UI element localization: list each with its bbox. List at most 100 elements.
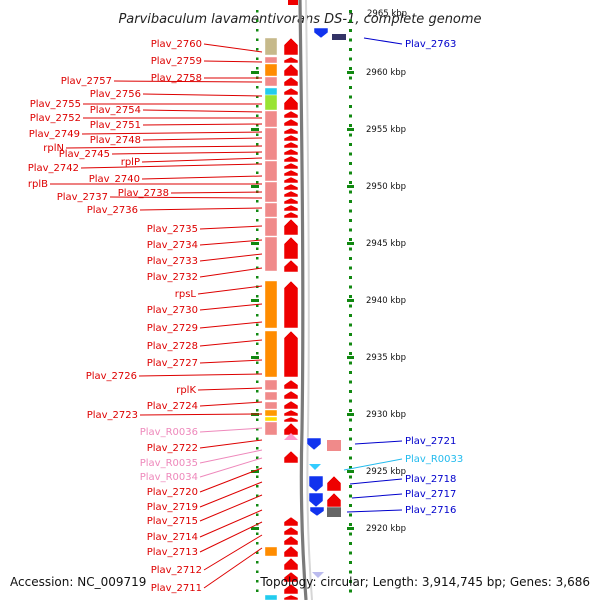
ruler-tick-label: 2950 kbp (366, 182, 406, 192)
ruler-dot (349, 314, 352, 317)
ruler-dot (349, 276, 352, 279)
ruler-major-tick (347, 242, 354, 245)
label-leader-line (199, 449, 263, 464)
ruler-dot (349, 209, 352, 213)
gene-box (264, 56, 278, 64)
forward-gene-arrow (283, 390, 299, 400)
label-leader-line (199, 481, 263, 508)
inner-ruler-tick (251, 128, 259, 131)
gene-box (264, 37, 278, 56)
inner-ruler-dot (256, 266, 259, 269)
ruler-dot (349, 371, 352, 374)
gene-label-left: Plav_R0034 (140, 472, 198, 483)
gene-label-left: Plav_2755 (30, 99, 81, 110)
accession-text: Accession: NC_009719 (10, 575, 146, 589)
gene-label-left: Plav_2748 (90, 135, 141, 146)
gene-label-left: rplP (121, 157, 140, 168)
ruler-dot (349, 551, 352, 555)
gene-box (264, 63, 278, 77)
ruler-dot (349, 285, 352, 289)
label-leader-line (199, 521, 263, 553)
ruler-dot (349, 133, 352, 137)
ruler-dot (349, 532, 352, 536)
gene-label-left: Plav_2719 (147, 502, 198, 513)
forward-gene-arrow (283, 450, 299, 464)
gene-label-right: Plav_2718 (405, 474, 456, 485)
ruler-dot (349, 561, 352, 564)
gene-label-left: Plav_2715 (147, 516, 198, 527)
backbone-shadow (305, 0, 313, 600)
gene-box (264, 202, 278, 218)
ruler-top-label: 2965 kbp (367, 9, 407, 19)
forward-gene-arrow (283, 379, 299, 390)
inner-ruler-dot (256, 200, 259, 203)
gene-box (264, 594, 278, 600)
gene-label-left: Plav_2732 (147, 272, 198, 283)
rna-arrow (309, 464, 321, 470)
forward-gene-arrow (283, 516, 299, 527)
gene-box (264, 94, 278, 111)
inner-ruler-dot (256, 428, 259, 431)
ruler-dot (349, 105, 352, 108)
ruler-dot (349, 190, 352, 194)
forward-gene-arrow (283, 56, 299, 64)
ruler-dot (349, 513, 352, 517)
inner-ruler-dot (256, 247, 259, 250)
inner-ruler-tick (251, 527, 259, 530)
label-leader-line (142, 93, 263, 97)
inner-ruler-tick (251, 470, 259, 473)
ruler-dot (349, 86, 352, 89)
ruler-dot (349, 228, 352, 232)
gene-box (264, 409, 278, 417)
ruler-dot (349, 485, 352, 488)
label-leader-line (346, 509, 403, 513)
gene-label-left: Plav_R0035 (140, 458, 198, 469)
ruler-dot (349, 29, 352, 32)
ruler-dot (349, 570, 352, 574)
gene-box (264, 160, 278, 182)
forward-gene-arrow (283, 110, 299, 119)
label-leader-line (199, 321, 263, 329)
ruler-tick-label: 2955 kbp (366, 125, 406, 135)
label-leader-line (351, 493, 403, 499)
gene-box (264, 181, 278, 203)
inner-ruler-dot (256, 276, 259, 279)
inner-ruler-dot (256, 86, 259, 89)
ruler-dot (349, 399, 352, 403)
ruler-dot (349, 475, 352, 479)
gene-label-left: Plav_2760 (151, 39, 202, 50)
label-leader-line (199, 359, 263, 364)
gene-label-left: Plav_2745 (59, 149, 110, 160)
kbp-ruler: 2965 kbp 2960 kbp 2955 kbp 2950 kbp 2945 kbp… (347, 9, 407, 593)
gene-label-left: Plav_2730 (147, 305, 198, 316)
ruler-dot (349, 580, 352, 583)
inner-ruler-dot (256, 475, 259, 478)
ruler-dot (349, 200, 352, 203)
gene-label-right: Plav_R0033 (405, 454, 463, 465)
ruler-dot (349, 428, 352, 431)
label-leader-line (197, 387, 263, 391)
ruler-dot (349, 152, 352, 156)
ruler-dot (349, 361, 352, 365)
gene-label-right: Plav_2717 (405, 489, 456, 500)
reverse-gene-arrow (308, 475, 324, 493)
label-leader-line (199, 239, 263, 246)
forward-gene-arrow (283, 134, 299, 142)
label-leader-line (109, 196, 263, 199)
gene-box (264, 379, 278, 391)
inner-ruler-dot (256, 371, 259, 374)
ruler-major-tick (347, 527, 354, 530)
ruler-tick-label: 2935 kbp (366, 353, 406, 363)
ruler-tick-label: 2920 kbp (366, 524, 406, 534)
ruler-dot (349, 171, 352, 175)
gene-box (264, 280, 278, 329)
inner-ruler-dot (256, 228, 259, 231)
label-leader-line (199, 401, 263, 407)
inner-ruler-dot (256, 570, 259, 573)
ruler-tick-label: 2925 kbp (366, 467, 406, 477)
forward-gene-arrow (326, 492, 342, 508)
inner-ruler-dot (256, 143, 259, 146)
ruler-tick-label: 2945 kbp (366, 239, 406, 249)
label-leader-line (142, 109, 263, 113)
label-leader-line (199, 303, 263, 311)
